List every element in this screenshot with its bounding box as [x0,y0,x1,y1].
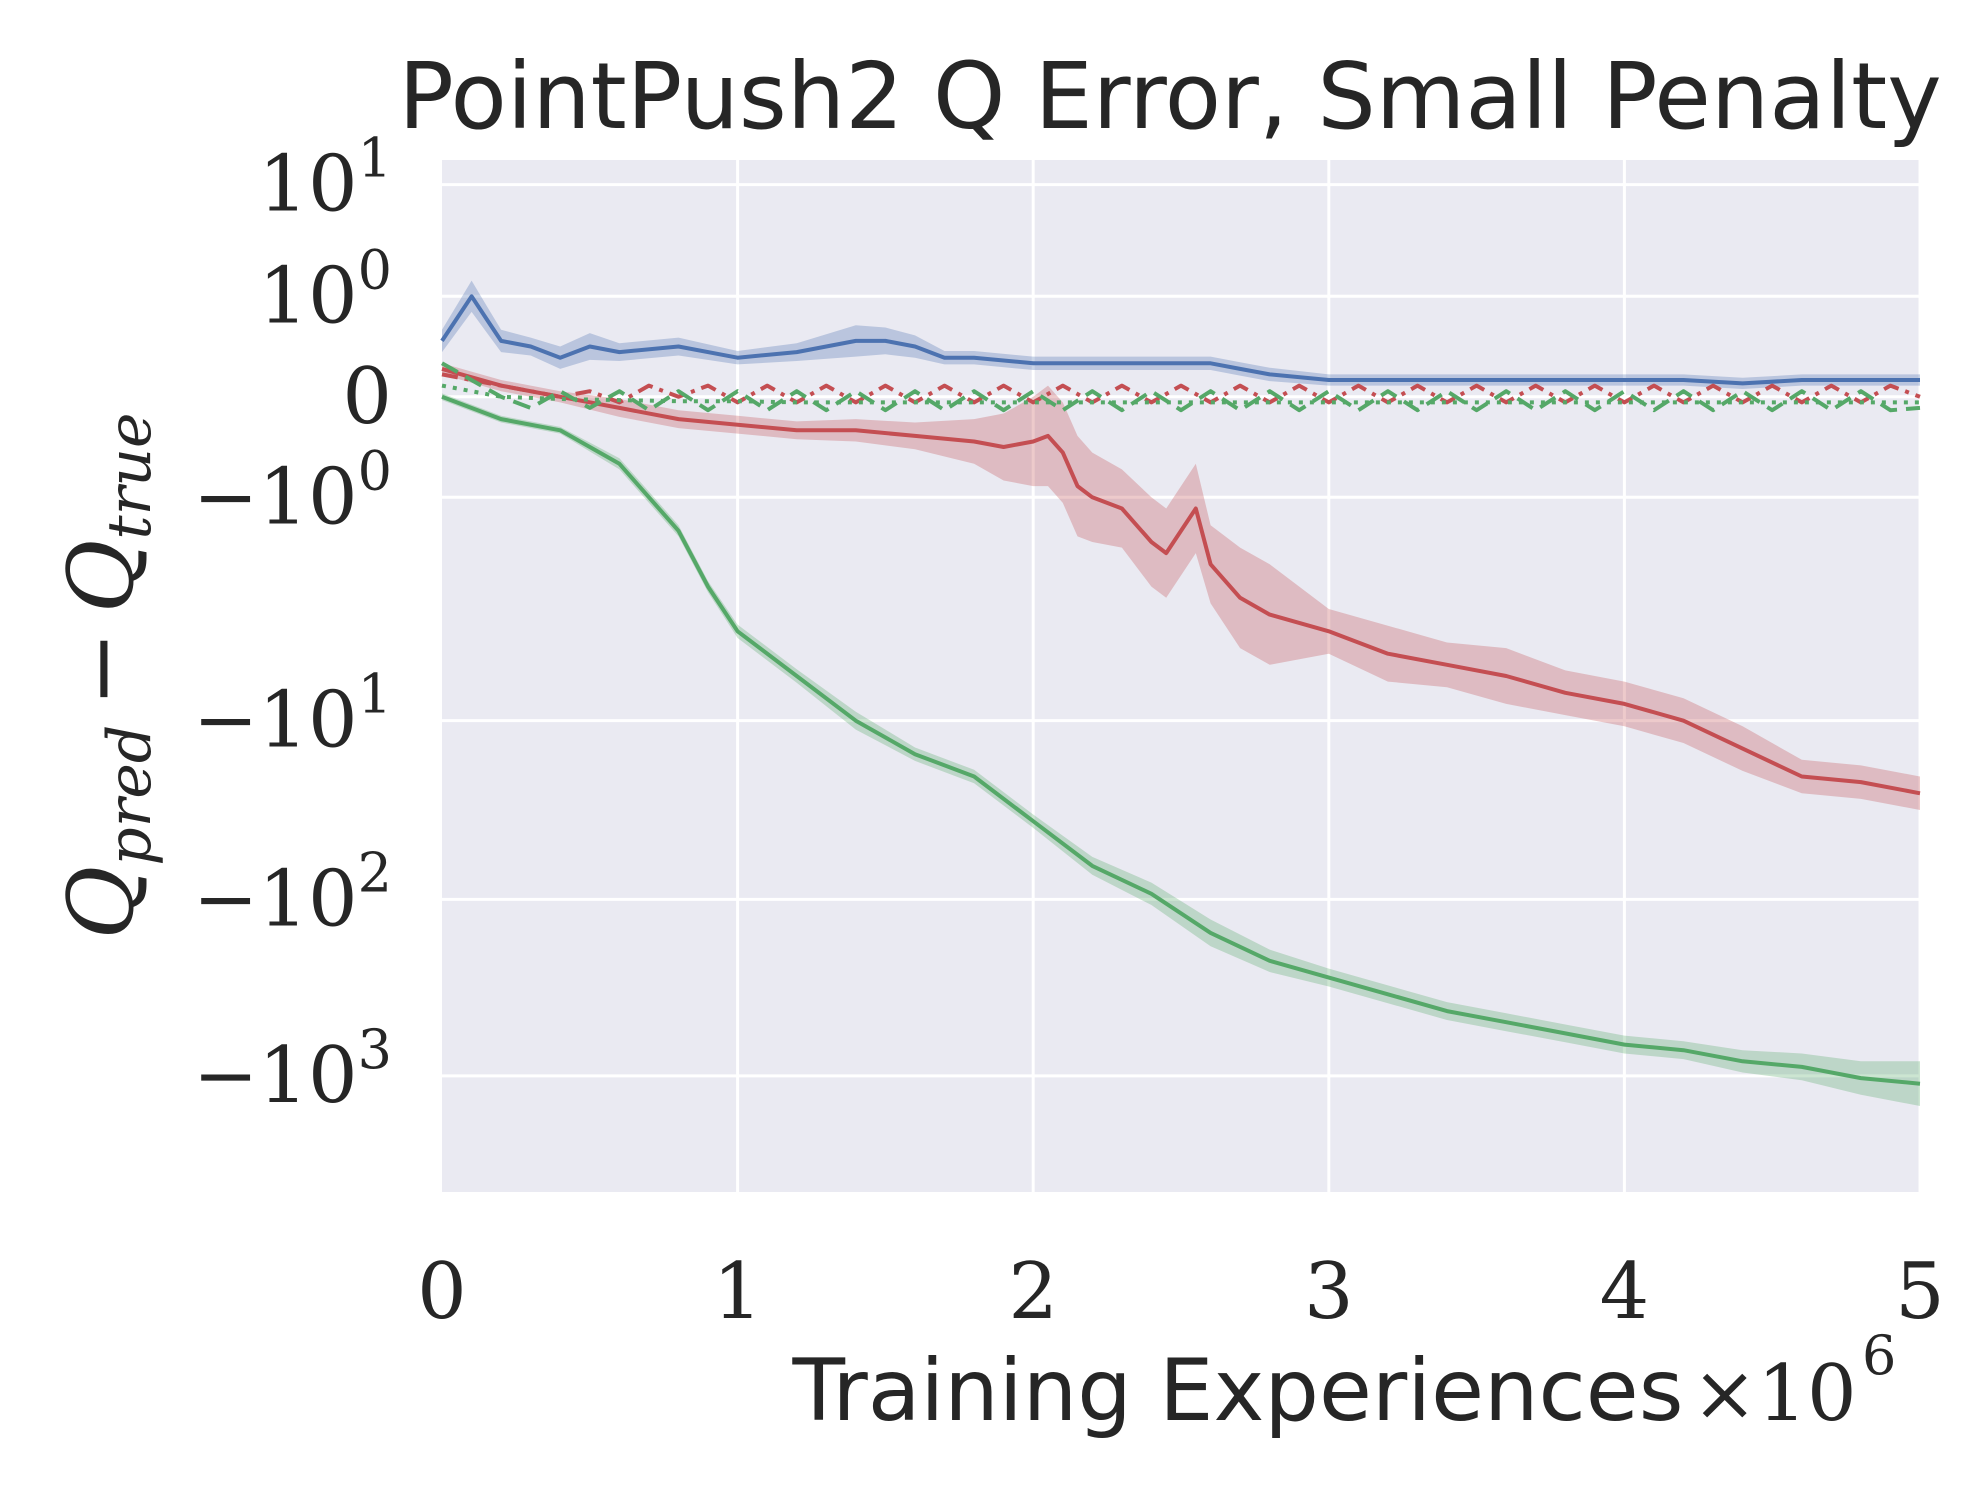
y-label-minus: − [49,631,154,706]
x-tick-label-5: 5 [1895,1247,1945,1337]
band-blue-solid [442,280,1920,389]
y-label-q2: Q [49,539,154,613]
y-tick-text-3: −100 [193,439,392,542]
y-tick-text-0: 101 [258,127,392,230]
y-tick-label-0: 101 [258,127,392,230]
y-label-q1: Q [49,866,154,940]
line-green-dot [441,383,1920,405]
line-red-solid [441,366,1921,796]
line-blue-solid [440,294,1920,386]
x-axis-label: Training Experiences [791,1341,1683,1441]
series-lines [440,294,1921,1086]
y-tick-text-4: −101 [193,663,392,766]
line-green-dash [441,361,1921,413]
x-multiplier-base: ×10 [1692,1349,1857,1439]
x-tick-labels: 0 1 2 3 4 5 [417,1247,1945,1337]
svg-text:Qpred−Qtrue: Qpred − Qtrue [49,413,165,940]
y-tick-text-6: −103 [193,1018,392,1121]
x-tick-label-0: 0 [417,1247,467,1337]
y-tick-label-3: −100 [193,439,392,542]
x-tick-label-4: 4 [1600,1247,1650,1337]
x-tick-label-2: 2 [1008,1247,1058,1337]
y-axis-label: Qpred − Qtrue [49,413,165,940]
x-multiplier-exponent: 6 [1862,1324,1896,1387]
chart-title: PointPush2 Q Error, Small Penalty [398,43,1941,150]
confidence-bands [442,280,1920,1106]
x-tick-label-3: 3 [1304,1247,1354,1337]
y-tick-label-4: −101 [193,663,392,766]
y-tick-text-5: −102 [193,841,392,944]
plot-area [442,160,1920,1192]
band-red-solid [442,363,1920,810]
line-red-dash-dot [441,372,1921,405]
y-tick-label-1: 100 [258,238,392,341]
y-tick-label-6: −103 [193,1018,392,1121]
x-tick-label-1: 1 [713,1247,763,1337]
line-green-solid [441,394,1921,1086]
y-tick-label-5: −102 [193,841,392,944]
y-label-sub-true: true [95,413,165,540]
y-tick-text-2: 0 [342,352,392,442]
y-label-sub-pred: pred [95,725,165,866]
x-multiplier: ×10 6 [1692,1324,1896,1439]
y-tick-text-1: 100 [258,238,392,341]
y-tick-label-2: 0 [342,352,392,442]
